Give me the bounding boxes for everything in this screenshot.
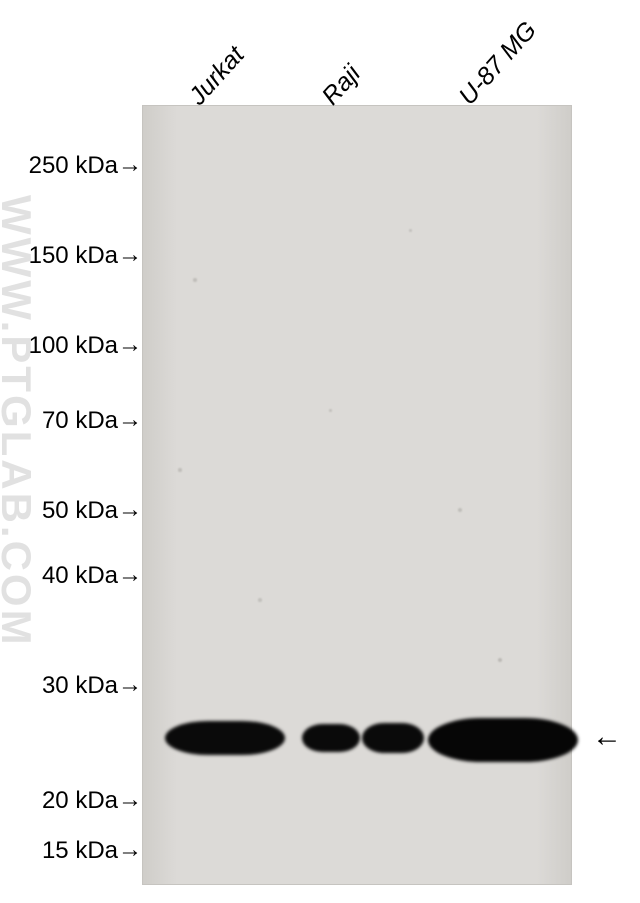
membrane-speck — [193, 278, 197, 282]
target-band-arrow: ← — [592, 720, 622, 754]
mw-marker-label: 150 kDa — [29, 242, 118, 270]
membrane-speck — [258, 598, 262, 602]
lane-label: Raji — [316, 60, 366, 111]
mw-marker-label: 20 kDa — [42, 787, 118, 815]
protein-band — [428, 718, 578, 762]
protein-band — [165, 721, 285, 755]
lane-label: U-87 MG — [453, 16, 542, 111]
mw-marker-label: 15 kDa — [42, 837, 118, 865]
mw-marker-arrow-icon: → — [118, 151, 142, 179]
mw-marker-label: 40 kDa — [42, 562, 118, 590]
mw-marker-label: 100 kDa — [29, 332, 118, 360]
protein-band — [302, 724, 360, 752]
western-blot-figure: WWW.PTGLAB.COM ← JurkatRajiU-87 MG250 kD… — [0, 0, 640, 903]
mw-marker-arrow-icon: → — [118, 836, 142, 864]
mw-marker-arrow-icon: → — [118, 241, 142, 269]
lane-label: Jurkat — [183, 41, 250, 111]
mw-marker-arrow-icon: → — [118, 561, 142, 589]
protein-band — [362, 723, 424, 753]
mw-marker-label: 250 kDa — [29, 152, 118, 180]
mw-marker-arrow-icon: → — [118, 671, 142, 699]
mw-marker-label: 50 kDa — [42, 497, 118, 525]
mw-marker-arrow-icon: → — [118, 496, 142, 524]
blot-membrane — [142, 105, 572, 885]
mw-marker-arrow-icon: → — [118, 406, 142, 434]
mw-marker-label: 70 kDa — [42, 407, 118, 435]
membrane-speck — [329, 409, 332, 412]
mw-marker-arrow-icon: → — [118, 331, 142, 359]
membrane-speck — [458, 508, 462, 512]
mw-marker-arrow-icon: → — [118, 786, 142, 814]
membrane-speck — [409, 229, 412, 232]
membrane-speck — [178, 468, 181, 471]
mw-marker-label: 30 kDa — [42, 672, 118, 700]
